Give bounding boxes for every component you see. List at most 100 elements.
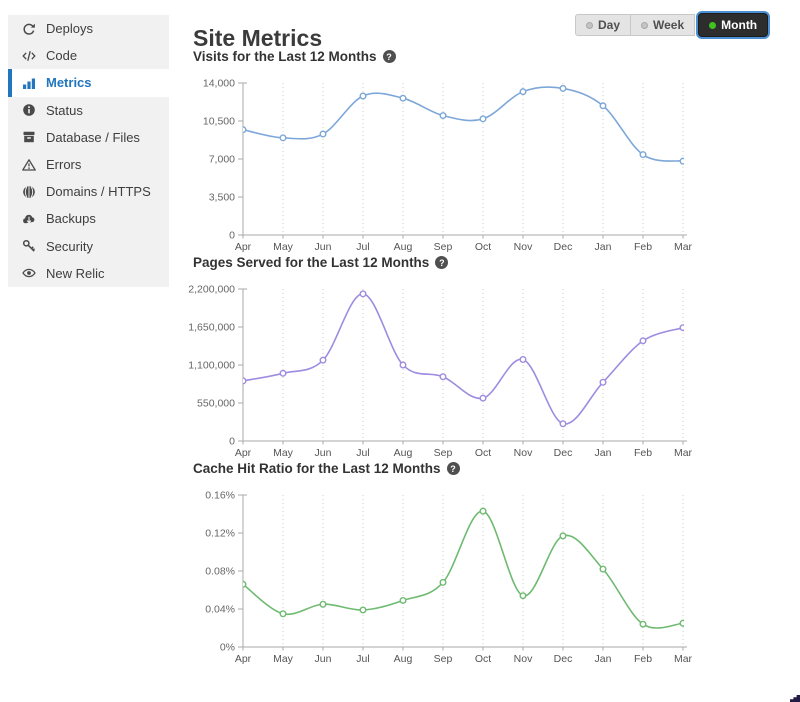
week-indicator-dot: [641, 21, 649, 29]
warning-icon: [21, 158, 36, 172]
cloud-icon: [21, 212, 36, 226]
svg-text:Nov: Nov: [514, 653, 533, 665]
svg-text:0.04%: 0.04%: [205, 604, 235, 616]
sidebar-item-label: Database / Files: [46, 129, 140, 145]
sidebar-item-label: Errors: [46, 157, 82, 173]
svg-text:Mar: Mar: [674, 241, 693, 253]
sidebar-item-label: Backups: [46, 211, 96, 227]
svg-text:Sep: Sep: [434, 653, 453, 665]
day-indicator-dot: [586, 21, 593, 29]
svg-text:Apr: Apr: [235, 447, 252, 459]
cache-hit-ratio-chart[interactable]: 0% 0.04% 0.08% 0.12% 0.16% Apr May Jun Jul Aug Sep…: [185, 482, 725, 670]
svg-text:May: May: [273, 241, 294, 253]
svg-text:0.16%: 0.16%: [205, 490, 235, 502]
svg-text:Jul: Jul: [356, 653, 369, 665]
visits-chart-section: Visits for the Last 12 Months ? 0 3,500 7,…: [185, 47, 725, 258]
svg-text:Jul: Jul: [356, 241, 369, 253]
sidebar-item-errors[interactable]: Errors: [8, 151, 169, 178]
svg-text:Sep: Sep: [434, 241, 453, 253]
svg-text:Mar: Mar: [674, 653, 693, 665]
svg-text:May: May: [273, 447, 294, 459]
key-icon: [21, 239, 36, 253]
svg-text:2,200,000: 2,200,000: [188, 284, 235, 296]
svg-text:1,100,000: 1,100,000: [188, 360, 235, 372]
svg-text:Oct: Oct: [475, 447, 491, 459]
month-button[interactable]: Month: [698, 13, 769, 37]
week-button-label: Week: [653, 18, 685, 32]
svg-text:1,650,000: 1,650,000: [188, 322, 235, 334]
day-button[interactable]: Day: [575, 14, 632, 36]
sidebar-item-domains-https[interactable]: Domains / HTTPS: [8, 178, 169, 205]
help-icon[interactable]: ?: [435, 256, 449, 269]
svg-text:Jun: Jun: [315, 241, 332, 253]
svg-text:Jun: Jun: [315, 653, 332, 665]
svg-text:Aug: Aug: [394, 447, 413, 459]
svg-text:0%: 0%: [220, 642, 235, 654]
sidebar-item-label: Domains / HTTPS: [46, 184, 151, 200]
svg-text:Apr: Apr: [235, 653, 252, 665]
svg-text:10,500: 10,500: [203, 116, 235, 128]
svg-text:May: May: [273, 653, 294, 665]
globe-icon: [21, 185, 36, 199]
bar-chart-icon: [21, 76, 36, 90]
svg-text:Jan: Jan: [595, 447, 612, 459]
month-indicator-dot: [709, 21, 717, 29]
svg-text:Dec: Dec: [554, 241, 573, 253]
sidebar-item-deploys[interactable]: Deploys: [8, 15, 169, 42]
sidebar-item-backups[interactable]: Backups: [8, 205, 169, 232]
svg-text:Feb: Feb: [634, 447, 652, 459]
database-icon: [21, 130, 36, 144]
refresh-icon: [21, 22, 36, 36]
sidebar-item-security[interactable]: Security: [8, 233, 169, 260]
sidebar-item-new-relic[interactable]: New Relic: [8, 260, 169, 287]
svg-text:Dec: Dec: [554, 447, 573, 459]
eye-icon: [21, 266, 36, 280]
svg-text:0.08%: 0.08%: [205, 566, 235, 578]
corner-artifact: [790, 695, 800, 702]
svg-text:7,000: 7,000: [209, 154, 235, 166]
info-icon: [21, 103, 36, 117]
svg-text:Feb: Feb: [634, 241, 652, 253]
visits-chart-title: Visits for the Last 12 Months: [193, 49, 377, 64]
pages-served-chart[interactable]: 0 550,000 1,100,000 1,650,000 2,200,000 Apr Ma…: [185, 276, 725, 464]
range-toggle-group: Day Week Month: [575, 13, 769, 37]
svg-text:Oct: Oct: [475, 653, 491, 665]
svg-text:Feb: Feb: [634, 653, 652, 665]
pages-served-chart-title: Pages Served for the Last 12 Months: [193, 255, 430, 270]
svg-text:0.12%: 0.12%: [205, 528, 235, 540]
pages-served-chart-section: Pages Served for the Last 12 Months ? 0 5…: [185, 253, 725, 464]
svg-text:Aug: Aug: [394, 653, 413, 665]
svg-text:Nov: Nov: [514, 241, 533, 253]
svg-text:Oct: Oct: [475, 241, 491, 253]
sidebar-item-database-files[interactable]: Database / Files: [8, 124, 169, 151]
sidebar-item-metrics[interactable]: Metrics: [8, 69, 169, 97]
cache-hit-ratio-chart-title: Cache Hit Ratio for the Last 12 Months: [193, 461, 441, 476]
svg-text:Sep: Sep: [434, 447, 453, 459]
sidebar-item-label: Status: [46, 102, 83, 118]
svg-text:Mar: Mar: [674, 447, 693, 459]
sidebar-item-status[interactable]: Status: [8, 97, 169, 124]
svg-text:Nov: Nov: [514, 447, 533, 459]
svg-text:0: 0: [229, 436, 235, 448]
svg-text:Jan: Jan: [595, 653, 612, 665]
svg-text:550,000: 550,000: [197, 398, 235, 410]
help-icon[interactable]: ?: [446, 462, 460, 475]
sidebar-item-label: Security: [46, 238, 93, 254]
visits-chart[interactable]: 0 3,500 7,000 10,500 14,000 Apr May Jun Jul Aug Se…: [185, 70, 725, 258]
code-icon: [21, 49, 36, 63]
svg-text:Jun: Jun: [315, 447, 332, 459]
help-icon[interactable]: ?: [382, 50, 396, 63]
month-button-label: Month: [721, 18, 758, 32]
week-button[interactable]: Week: [631, 14, 696, 36]
day-button-label: Day: [598, 18, 621, 32]
svg-text:0: 0: [229, 230, 235, 242]
sidebar-item-label: Metrics: [46, 75, 92, 91]
svg-text:Dec: Dec: [554, 653, 573, 665]
sidebar-item-code[interactable]: Code: [8, 42, 169, 69]
svg-text:3,500: 3,500: [209, 192, 235, 204]
sidebar: Deploys Code Metrics Status Database / F: [8, 15, 169, 287]
svg-text:14,000: 14,000: [203, 78, 235, 90]
page-title: Site Metrics: [193, 25, 323, 52]
svg-text:Aug: Aug: [394, 241, 413, 253]
